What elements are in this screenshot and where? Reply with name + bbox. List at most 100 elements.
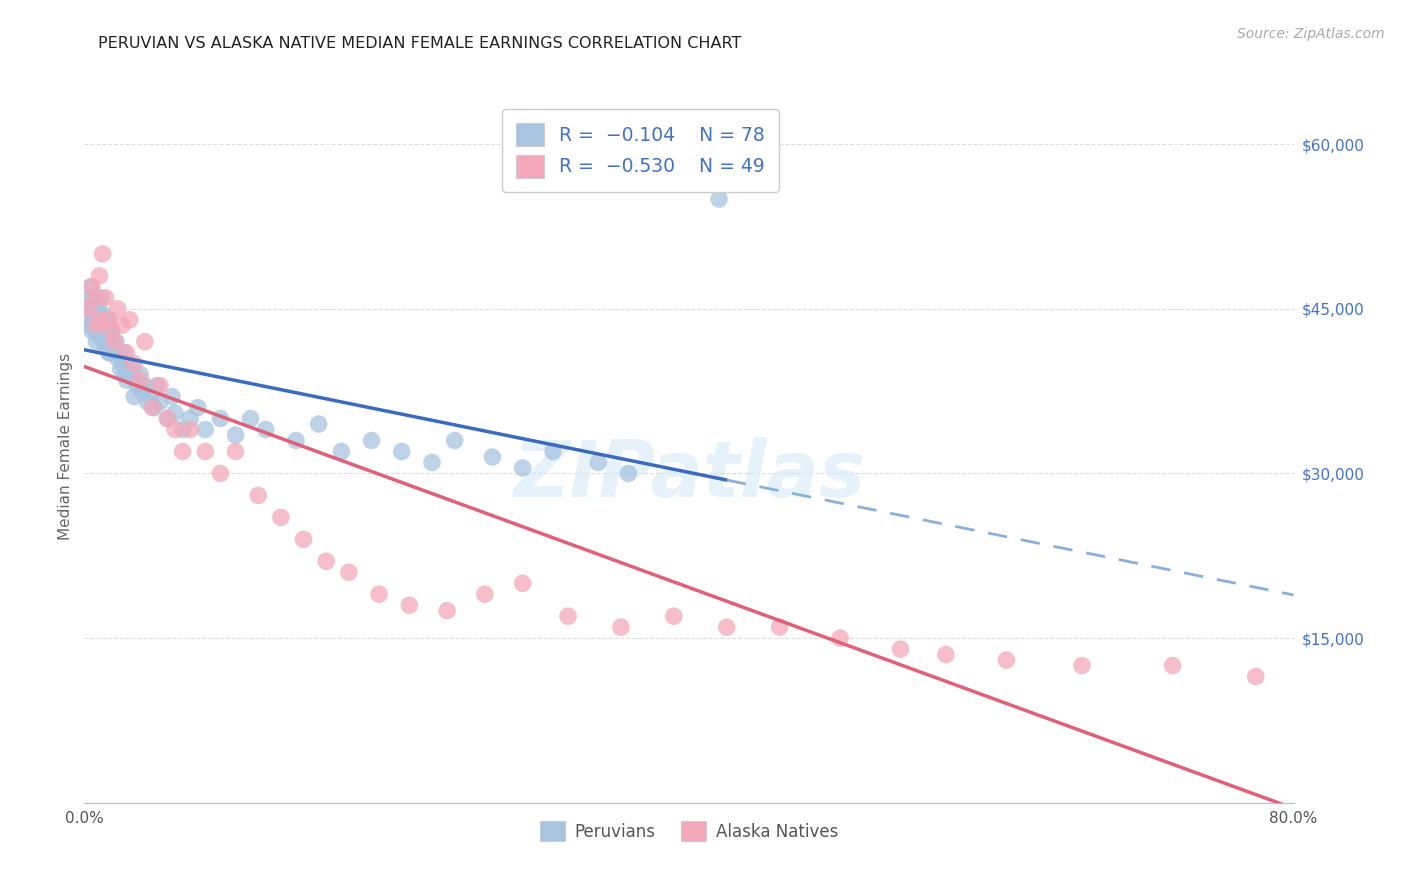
Point [89, 312, 111, 326]
Point [104, 340, 127, 354]
Point [1244, 669, 1267, 683]
Point [225, 444, 247, 458]
Point [368, 587, 391, 601]
Point [86, 318, 108, 333]
Point [82, 307, 104, 321]
Point [129, 373, 152, 387]
Point [209, 411, 232, 425]
Point [254, 423, 277, 437]
Point [165, 406, 187, 420]
Point [111, 357, 134, 371]
Point [134, 334, 156, 349]
Point [77, 301, 100, 316]
Point [330, 444, 353, 458]
Point [129, 368, 152, 382]
Text: Source: ZipAtlas.com: Source: ZipAtlas.com [1237, 27, 1385, 41]
Point [398, 598, 420, 612]
Point [285, 434, 308, 448]
Point [93, 334, 115, 349]
Point [769, 620, 792, 634]
Point [98, 345, 121, 359]
Point [91, 247, 114, 261]
Point [114, 368, 136, 382]
Point [107, 301, 129, 316]
Point [935, 648, 957, 662]
Legend: Peruvians, Alaska Natives: Peruvians, Alaska Natives [533, 814, 845, 848]
Point [91, 307, 114, 321]
Point [443, 434, 465, 448]
Point [187, 401, 209, 415]
Point [101, 334, 124, 349]
Point [474, 587, 496, 601]
Point [118, 368, 141, 382]
Point [131, 384, 153, 398]
Point [709, 192, 731, 206]
Point [391, 444, 413, 458]
Point [122, 357, 145, 371]
Point [225, 428, 247, 442]
Point [104, 334, 127, 349]
Point [108, 345, 131, 359]
Point [156, 411, 179, 425]
Point [172, 444, 194, 458]
Point [80, 280, 103, 294]
Point [87, 324, 110, 338]
Point [77, 291, 100, 305]
Point [136, 395, 159, 409]
Point [160, 390, 183, 404]
Point [149, 378, 172, 392]
Point [122, 390, 145, 404]
Point [716, 620, 738, 634]
Point [100, 324, 122, 338]
Point [512, 461, 534, 475]
Point [96, 318, 118, 333]
Point [557, 609, 579, 624]
Point [105, 334, 128, 349]
Point [1071, 658, 1094, 673]
Point [118, 312, 141, 326]
Point [80, 301, 103, 316]
Point [149, 395, 172, 409]
Point [97, 345, 120, 359]
Point [134, 378, 156, 392]
Point [84, 291, 107, 305]
Point [617, 467, 640, 481]
Point [292, 533, 315, 547]
Point [94, 312, 117, 326]
Point [146, 378, 169, 392]
Point [98, 329, 121, 343]
Point [194, 444, 217, 458]
Point [90, 318, 112, 333]
Point [121, 362, 143, 376]
Point [86, 312, 108, 326]
Y-axis label: Median Female Earnings: Median Female Earnings [58, 352, 73, 540]
Point [80, 324, 103, 338]
Point [115, 373, 138, 387]
Point [436, 604, 458, 618]
Text: ZIPatlas: ZIPatlas [513, 436, 865, 513]
Point [96, 334, 118, 349]
Point [97, 312, 120, 326]
Point [127, 378, 149, 392]
Point [112, 345, 135, 359]
Point [84, 324, 107, 338]
Point [86, 334, 108, 349]
Point [995, 653, 1018, 667]
Point [141, 401, 163, 415]
Point [100, 324, 122, 338]
Point [87, 301, 110, 316]
Point [588, 455, 610, 469]
Point [142, 401, 165, 415]
Point [82, 291, 104, 305]
Point [156, 411, 179, 425]
Point [360, 434, 382, 448]
Point [115, 345, 138, 359]
Point [315, 554, 337, 568]
Point [76, 312, 98, 326]
Point [111, 318, 134, 333]
Point [420, 455, 443, 469]
Point [90, 312, 112, 326]
Point [97, 312, 120, 326]
Point [209, 467, 232, 481]
Point [890, 642, 912, 657]
